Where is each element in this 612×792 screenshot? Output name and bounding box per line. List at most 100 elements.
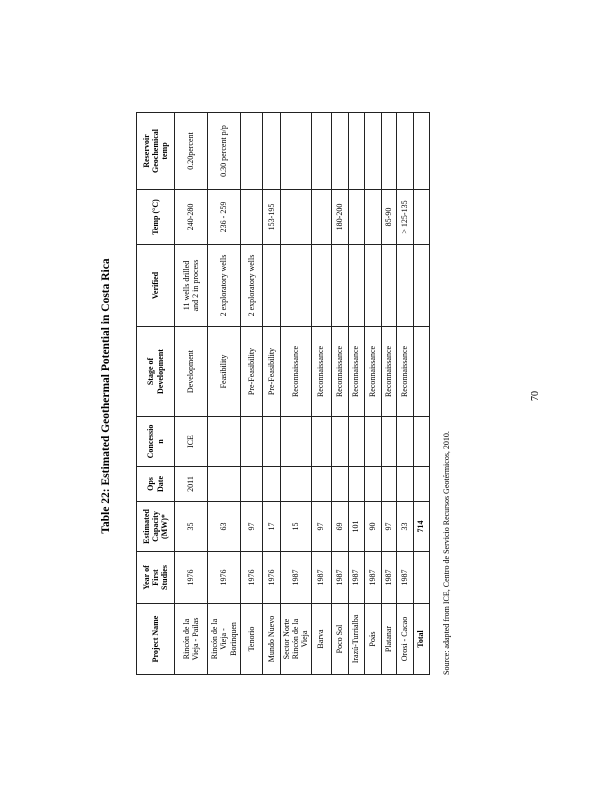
column-header: Ops Date — [136, 466, 175, 502]
table-cell — [331, 466, 349, 502]
table-cell — [348, 189, 365, 245]
table-cell — [311, 416, 332, 467]
table-cell — [413, 466, 430, 502]
table-cell: Reconnaissance — [364, 326, 382, 417]
table-cell — [311, 244, 332, 327]
table-cell: 1976 — [174, 551, 208, 604]
table-cell — [364, 244, 382, 327]
table-cell — [381, 112, 397, 190]
table-row: Total 714 — [413, 112, 430, 675]
table-cell — [396, 466, 414, 502]
table-cell — [262, 244, 281, 327]
table-cell — [396, 416, 414, 467]
geothermal-table: Project Name Year of First Studies Estimat… — [136, 112, 430, 675]
table-row: Irazú-Turrialba 1987 101 Reconnaissance — [348, 112, 365, 675]
table-cell: 1987 — [348, 551, 365, 604]
table-cell — [396, 112, 414, 190]
table-cell: Reconnaissance — [396, 326, 414, 417]
table-row: Tenorio 1976 97 Pre-Feasibility 2 explorator… — [240, 112, 263, 675]
table-cell: Pre-Feasibility — [262, 326, 281, 417]
table-row: Mundo Nuevo 1976 17 Pre-Feasibility 153-195 — [262, 112, 281, 675]
table-cell: 1987 — [311, 551, 332, 604]
table-row: Rincón de la Vieja - Borinquen 1976 63 Feas… — [207, 112, 241, 675]
table-cell — [413, 416, 430, 467]
table-cell: 1987 — [381, 551, 397, 604]
table-cell — [207, 416, 241, 467]
table-cell: 1987 — [364, 551, 382, 604]
table-cell: 1987 — [280, 551, 312, 604]
table-header: Project Name Year of First Studies Estimat… — [136, 112, 175, 675]
table-cell — [311, 112, 332, 190]
table-cell — [311, 466, 332, 502]
table-row: Poco Sol 1987 69 Reconnaissance 180-200 — [331, 112, 349, 675]
table-cell: Feasibility — [207, 326, 241, 417]
table-cell: Orosi - Cacao — [396, 603, 414, 675]
table-cell: Reconnaissance — [280, 326, 312, 417]
table-cell — [364, 189, 382, 245]
table-cell: 240-280 — [174, 189, 208, 245]
column-header: Verified — [136, 244, 175, 327]
column-header: Temp (°C) — [136, 189, 175, 245]
table-cell — [413, 326, 430, 417]
table-cell: Barva — [311, 603, 332, 675]
table-row: Orosi - Cacao 1987 33 Reconnaissance > 125-1… — [396, 112, 414, 675]
source-note: Source: adapted from ICE, Centro de Serv… — [442, 431, 451, 675]
column-header: Concessio n — [136, 416, 175, 467]
table-row: Rincón de la Vieja - Pailas 1976 35 2011 ICE… — [174, 112, 208, 675]
table-cell: 90 — [364, 501, 382, 552]
table-cell — [262, 112, 281, 190]
table-cell — [262, 466, 281, 502]
table-cell — [381, 416, 397, 467]
table-cell: Irazú-Turrialba — [348, 603, 365, 675]
table-cell — [207, 466, 241, 502]
table-cell: 97 — [381, 501, 397, 552]
table-cell — [413, 244, 430, 327]
table-cell — [396, 244, 414, 327]
table-cell: 2 exploratory wells — [207, 244, 241, 327]
column-header: Estimated Capacity (MW)* — [136, 501, 175, 552]
table-cell: 33 — [396, 501, 414, 552]
column-header: Year of First Studies — [136, 551, 175, 604]
table-cell: ICE — [174, 416, 208, 467]
table-cell — [381, 466, 397, 502]
table-cell: 85-90 — [381, 189, 397, 245]
table-cell: 153-195 — [262, 189, 281, 245]
table-cell — [348, 466, 365, 502]
table-cell: 0.20percent — [174, 112, 208, 190]
table-cell: 2 exploratory wells — [240, 244, 263, 327]
table-cell — [364, 416, 382, 467]
header-row: Project Name Year of First Studies Estimat… — [136, 112, 175, 675]
table-cell: 63 — [207, 501, 241, 552]
table-cell — [280, 112, 312, 190]
table-cell: > 125-135 — [396, 189, 414, 245]
table-cell: 1976 — [262, 551, 281, 604]
table-cell: Tenorio — [240, 603, 263, 675]
table-cell — [331, 416, 349, 467]
table-cell: 714 — [413, 501, 430, 552]
table-cell: 101 — [348, 501, 365, 552]
table-cell: Sector Norte Rincón de la Vieja — [280, 603, 312, 675]
column-header: Stage of Development — [136, 326, 175, 417]
table-cell: 0.30 percent p/p — [207, 112, 241, 190]
table-cell: 15 — [280, 501, 312, 552]
table-cell — [280, 416, 312, 467]
table-cell: 236 - 259 — [207, 189, 241, 245]
table-cell: Reconnaissance — [311, 326, 332, 417]
table-cell — [280, 244, 312, 327]
table-cell: 35 — [174, 501, 208, 552]
table-cell: Development — [174, 326, 208, 417]
table-cell — [240, 112, 263, 190]
table-cell — [413, 112, 430, 190]
table-cell — [240, 189, 263, 245]
table-cell: 11 wells drilled and 2 in process — [174, 244, 208, 327]
table-row: Poás 1987 90 Reconnaissance — [364, 112, 382, 675]
table-cell: 2011 — [174, 466, 208, 502]
table-cell: 1987 — [396, 551, 414, 604]
table-cell — [331, 112, 349, 190]
table-cell — [381, 244, 397, 327]
table-cell — [240, 466, 263, 502]
table-cell — [348, 244, 365, 327]
page-number: 70 — [530, 391, 541, 401]
